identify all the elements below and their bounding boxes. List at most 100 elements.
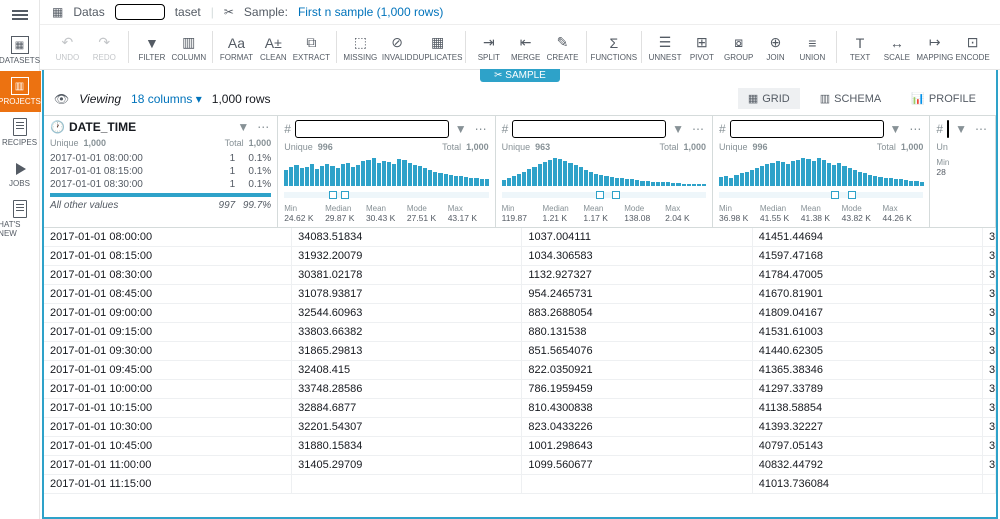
column-headers: 🕐DATE_TIME▼⋯Unique 1,000Total 1,0002017-… xyxy=(44,116,996,228)
more-icon[interactable]: ⋯ xyxy=(473,122,489,136)
cell: 30 xyxy=(983,437,996,455)
cell: 30 xyxy=(983,304,996,322)
rail-recipes[interactable]: RECIPES xyxy=(0,112,41,153)
cell: 810.4300838 xyxy=(522,399,752,417)
table-row[interactable]: 2017-01-01 10:00:0033748.28586786.195945… xyxy=(44,380,996,399)
eye-icon: 👁 xyxy=(54,92,69,106)
histogram xyxy=(502,156,706,186)
tool-create[interactable]: ✎CREATE xyxy=(545,33,580,62)
cell: 30381.02178 xyxy=(292,266,522,284)
rail-jobs[interactable]: JOBS xyxy=(0,153,41,194)
table-row[interactable]: 2017-01-01 10:30:0032201.54307823.043322… xyxy=(44,418,996,437)
tool-join[interactable]: ⊕JOIN xyxy=(758,33,793,62)
tool-invalid[interactable]: ⊘INVALID xyxy=(380,33,415,62)
crumb-datasets[interactable]: Datas xyxy=(73,5,104,19)
scissors-icon: ✂ xyxy=(224,5,234,19)
cell: 2017-01-01 09:00:00 xyxy=(44,304,292,322)
cell: 2017-01-01 09:45:00 xyxy=(44,361,292,379)
filter-icon[interactable]: ▼ xyxy=(235,120,251,134)
cell: 883.2688054 xyxy=(522,304,752,322)
type-icon: # xyxy=(284,122,291,136)
filter-icon[interactable]: ▼ xyxy=(953,122,969,136)
cell xyxy=(983,475,996,493)
column-header-1: #▼⋯Unique 996Total 1,000Min24.62 KMedian… xyxy=(278,116,495,227)
col-name-input[interactable] xyxy=(295,120,449,138)
tool-union[interactable]: ≡UNION xyxy=(795,33,830,62)
tool-functions[interactable]: ΣFUNCTIONS xyxy=(593,33,635,62)
tool-pivot[interactable]: ⊞PIVOT xyxy=(684,33,719,62)
more-icon[interactable]: ⋯ xyxy=(255,120,271,134)
cell: 2017-01-01 10:30:00 xyxy=(44,418,292,436)
sample-link[interactable]: First n sample (1,000 rows) xyxy=(298,5,443,19)
tool-format[interactable]: AaFORMAT xyxy=(219,33,254,62)
cell: 1099.560677 xyxy=(522,456,752,474)
col-name-input[interactable] xyxy=(947,120,949,138)
sample-badge: ✂ SAMPLE xyxy=(480,69,560,82)
tool-duplicates[interactable]: ▦DUPLICATES xyxy=(417,33,459,62)
tool-encode[interactable]: ⊡ENCODE xyxy=(955,33,990,62)
cell: 31405.29709 xyxy=(292,456,522,474)
histogram xyxy=(284,156,488,186)
cell xyxy=(522,475,752,493)
tool-missing[interactable]: ⬚MISSING xyxy=(343,33,378,62)
rail-datasets[interactable]: ▦DATASETS xyxy=(0,30,41,71)
tab-schema[interactable]: ▥ SCHEMA xyxy=(810,88,891,109)
tool-filter[interactable]: ▼FILTER xyxy=(135,33,170,62)
filter-icon[interactable]: ▼ xyxy=(670,122,686,136)
table-row[interactable]: 2017-01-01 10:45:0031880.158341001.29864… xyxy=(44,437,996,456)
tab-profile[interactable]: 📊 PROFILE xyxy=(901,88,986,109)
table-row[interactable]: 2017-01-01 09:15:0033803.66382880.131538… xyxy=(44,323,996,342)
rail-projects[interactable]: ▥PROJECTS xyxy=(0,71,41,112)
hamburger-icon[interactable] xyxy=(12,0,28,30)
tool-group[interactable]: ⧇GROUP xyxy=(721,33,756,62)
columns-link[interactable]: 18 columns ▾ xyxy=(131,92,202,106)
tool-text[interactable]: TTEXT xyxy=(843,33,878,62)
tool-split[interactable]: ⇥SPLIT xyxy=(471,33,506,62)
type-icon: # xyxy=(719,122,726,136)
cell: 2017-01-01 10:00:00 xyxy=(44,380,292,398)
table-row[interactable]: 2017-01-01 09:30:0031865.29813851.565407… xyxy=(44,342,996,361)
table-row[interactable]: 2017-01-01 08:00:0034083.518341037.00411… xyxy=(44,228,996,247)
tool-merge[interactable]: ⇤MERGE xyxy=(508,33,543,62)
col-name-input[interactable] xyxy=(730,120,884,138)
tool-column[interactable]: ▥COLUMN xyxy=(171,33,206,62)
table-row[interactable]: 2017-01-01 08:15:0031932.200791034.30658… xyxy=(44,247,996,266)
tab-grid[interactable]: ▦ GRID xyxy=(738,88,800,109)
table-row[interactable]: 2017-01-01 11:15:0041013.736084 xyxy=(44,475,996,494)
column-header-3: #▼⋯Unique 996Total 1,000Min36.98 KMedian… xyxy=(713,116,930,227)
cell: 1034.306583 xyxy=(522,247,752,265)
type-icon: 🕐 xyxy=(50,120,65,134)
more-icon[interactable]: ⋯ xyxy=(973,122,989,136)
tool-clean[interactable]: A±CLEAN xyxy=(256,33,291,62)
filter-icon[interactable]: ▼ xyxy=(888,122,904,136)
table-row[interactable]: 2017-01-01 11:00:0031405.297091099.56067… xyxy=(44,456,996,475)
tool-extract[interactable]: ⧉EXTRACT xyxy=(293,33,330,62)
more-icon[interactable]: ⋯ xyxy=(690,122,706,136)
cell: 41451.44694 xyxy=(753,228,983,246)
cell: 2017-01-01 09:15:00 xyxy=(44,323,292,341)
table-row[interactable]: 2017-01-01 08:30:0030381.021781132.92732… xyxy=(44,266,996,285)
table-row[interactable]: 2017-01-01 09:00:0032544.60963883.268805… xyxy=(44,304,996,323)
filter-icon[interactable]: ▼ xyxy=(453,122,469,136)
tool-mapping[interactable]: ↦MAPPING xyxy=(916,33,953,62)
more-icon[interactable]: ⋯ xyxy=(907,122,923,136)
tool-scale[interactable]: ↔SCALE xyxy=(879,33,914,62)
cell: 2017-01-01 08:15:00 xyxy=(44,247,292,265)
tool-unnest[interactable]: ☰UNNEST xyxy=(648,33,683,62)
cell: 31880.15834 xyxy=(292,437,522,455)
cell: 32201.54307 xyxy=(292,418,522,436)
rail-hat's new[interactable]: HAT'S NEW xyxy=(0,194,41,244)
table-row[interactable]: 2017-01-01 09:45:0032408.415822.03509214… xyxy=(44,361,996,380)
column-header-0: 🕐DATE_TIME▼⋯Unique 1,000Total 1,0002017-… xyxy=(44,116,278,227)
cell: 954.2465731 xyxy=(522,285,752,303)
table-row[interactable]: 2017-01-01 10:15:0032884.6877810.4300838… xyxy=(44,399,996,418)
cell: 32408.415 xyxy=(292,361,522,379)
cell: 41670.81901 xyxy=(753,285,983,303)
cell: 34083.51834 xyxy=(292,228,522,246)
cell: 2017-01-01 11:15:00 xyxy=(44,475,292,493)
table-row[interactable]: 2017-01-01 08:45:0031078.93817954.246573… xyxy=(44,285,996,304)
grid-container: ✂ SAMPLE 👁 Viewing 18 columns ▾ 1,000 ro… xyxy=(42,70,998,519)
col-name-input[interactable] xyxy=(512,120,666,138)
crumb-dataset[interactable]: taset xyxy=(175,5,201,19)
main-area: ▦ Datas taset | ✂ Sample: First n sample… xyxy=(40,0,1000,519)
